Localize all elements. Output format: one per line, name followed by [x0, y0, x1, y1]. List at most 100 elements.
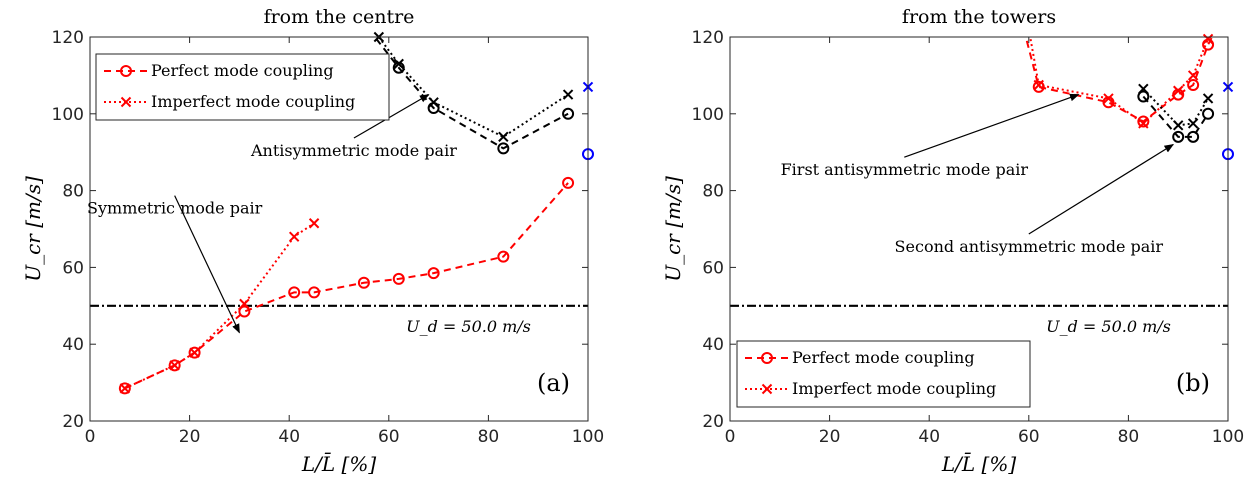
x-tick-label: 20	[819, 427, 841, 447]
data-point	[1172, 85, 1184, 96]
annotation-arrow	[174, 195, 240, 334]
series-line-2	[373, 37, 569, 150]
data-point	[562, 107, 575, 120]
plot-area	[1024, 37, 1214, 138]
legend-marker	[761, 352, 773, 364]
data-point	[1137, 115, 1150, 128]
x-tick-label: 100	[572, 427, 604, 447]
legend-marker	[120, 96, 132, 108]
data-point-stroke2	[1172, 85, 1184, 96]
legend-label: Perfect mode coupling	[792, 348, 975, 367]
data-point	[238, 305, 251, 318]
data-point	[1187, 118, 1199, 129]
data-point-stroke2	[1138, 83, 1149, 95]
data-point	[168, 359, 181, 372]
x-axis-label: L/L̄ [%]	[301, 451, 376, 476]
data-point	[1172, 120, 1184, 131]
data-point-stroke2	[393, 58, 404, 70]
legend-marker-stroke2	[761, 383, 773, 395]
series-line-3	[378, 37, 569, 138]
x-tick-label: 20	[179, 427, 201, 447]
series-2	[373, 37, 569, 150]
annotation: Second antisymmetric mode pair	[895, 144, 1175, 256]
data-point-stroke2	[169, 360, 180, 371]
data-point	[497, 142, 510, 155]
data-point	[357, 276, 370, 289]
data-point-stroke2	[1172, 120, 1184, 131]
x-axis-label: L/L̄ [%]	[941, 451, 1016, 476]
series-line-2	[1142, 95, 1209, 138]
data-point-stroke2	[1187, 118, 1199, 129]
series-markers-2	[392, 61, 575, 155]
data-point-stroke2	[1202, 93, 1214, 104]
data-point	[562, 176, 575, 189]
data-point-stroke2	[189, 347, 200, 358]
y-tick-label: 80	[702, 182, 724, 202]
y-tick-label: 80	[62, 182, 84, 202]
reference-line-label: U_d = 50.0 m/s	[1046, 317, 1171, 336]
panel-letter: (a)	[537, 369, 570, 397]
series-markers-0	[1032, 38, 1215, 128]
data-point-stroke2	[428, 97, 439, 108]
y-tick-label: 60	[702, 258, 724, 278]
data-point	[119, 383, 131, 394]
legend: Perfect mode coupling Imperfect mode coup…	[95, 53, 390, 121]
data-point-stroke2	[239, 298, 250, 310]
y-tick-label: 120	[692, 28, 724, 48]
legend-label: Imperfect mode coupling	[792, 379, 996, 398]
series-markers-3	[1138, 83, 1214, 131]
series-0	[124, 182, 569, 390]
chart-title: from the centre	[264, 6, 415, 28]
y-tick-label: 100	[52, 105, 84, 125]
y-tick-label: 20	[62, 412, 84, 432]
y-axis-label: U_cr [m/s]	[21, 176, 45, 282]
y-tick-label: 120	[52, 28, 84, 48]
annotation-text: First antisymmetric mode pair	[781, 160, 1029, 179]
data-point	[308, 218, 320, 229]
data-point	[1172, 130, 1185, 143]
data-point-stroke2	[1202, 33, 1214, 45]
data-point	[188, 346, 201, 359]
legend-marker-stroke2	[120, 96, 132, 108]
series-line-0	[1024, 37, 1214, 123]
data-point	[1202, 33, 1214, 45]
data-point	[239, 298, 250, 310]
series-markers-1	[1033, 33, 1214, 129]
data-point-stroke2	[1138, 118, 1149, 129]
x-tick-label: 100	[1212, 427, 1244, 447]
series-markers-2	[1137, 90, 1215, 143]
annotation-text: Second antisymmetric mode pair	[895, 237, 1164, 256]
panel-letter: (b)	[1176, 369, 1210, 397]
data-point	[1138, 83, 1149, 95]
data-point	[1187, 130, 1200, 143]
data-point	[169, 360, 180, 371]
data-point	[288, 231, 300, 242]
x-tick-label: 80	[1118, 427, 1140, 447]
data-point-stroke2	[498, 131, 509, 143]
data-point	[189, 347, 200, 358]
y-tick-label: 60	[62, 258, 84, 278]
y-tick-label: 40	[62, 335, 84, 355]
data-point	[308, 286, 321, 299]
data-point	[498, 131, 509, 143]
data-point	[427, 267, 440, 280]
x-tick-label: 0	[85, 427, 96, 447]
annotation-text: Symmetric mode pair	[87, 199, 263, 218]
series-line-3	[1142, 88, 1209, 127]
annotation-arrow	[904, 93, 1080, 158]
y-axis-label: U_cr [m/s]	[661, 176, 685, 282]
data-point	[1187, 70, 1199, 81]
data-point	[1202, 107, 1215, 120]
data-point	[1103, 93, 1114, 104]
x-tick-label: 60	[1018, 427, 1040, 447]
series-3	[378, 37, 569, 138]
x-tick-label: 40	[278, 427, 300, 447]
x-tick-label: 80	[478, 427, 500, 447]
legend-label: Imperfect mode coupling	[151, 92, 355, 111]
data-point-stroke2	[1103, 93, 1114, 104]
data-point	[1138, 118, 1149, 129]
x-tick-label: 60	[378, 427, 400, 447]
data-point	[1032, 80, 1045, 93]
